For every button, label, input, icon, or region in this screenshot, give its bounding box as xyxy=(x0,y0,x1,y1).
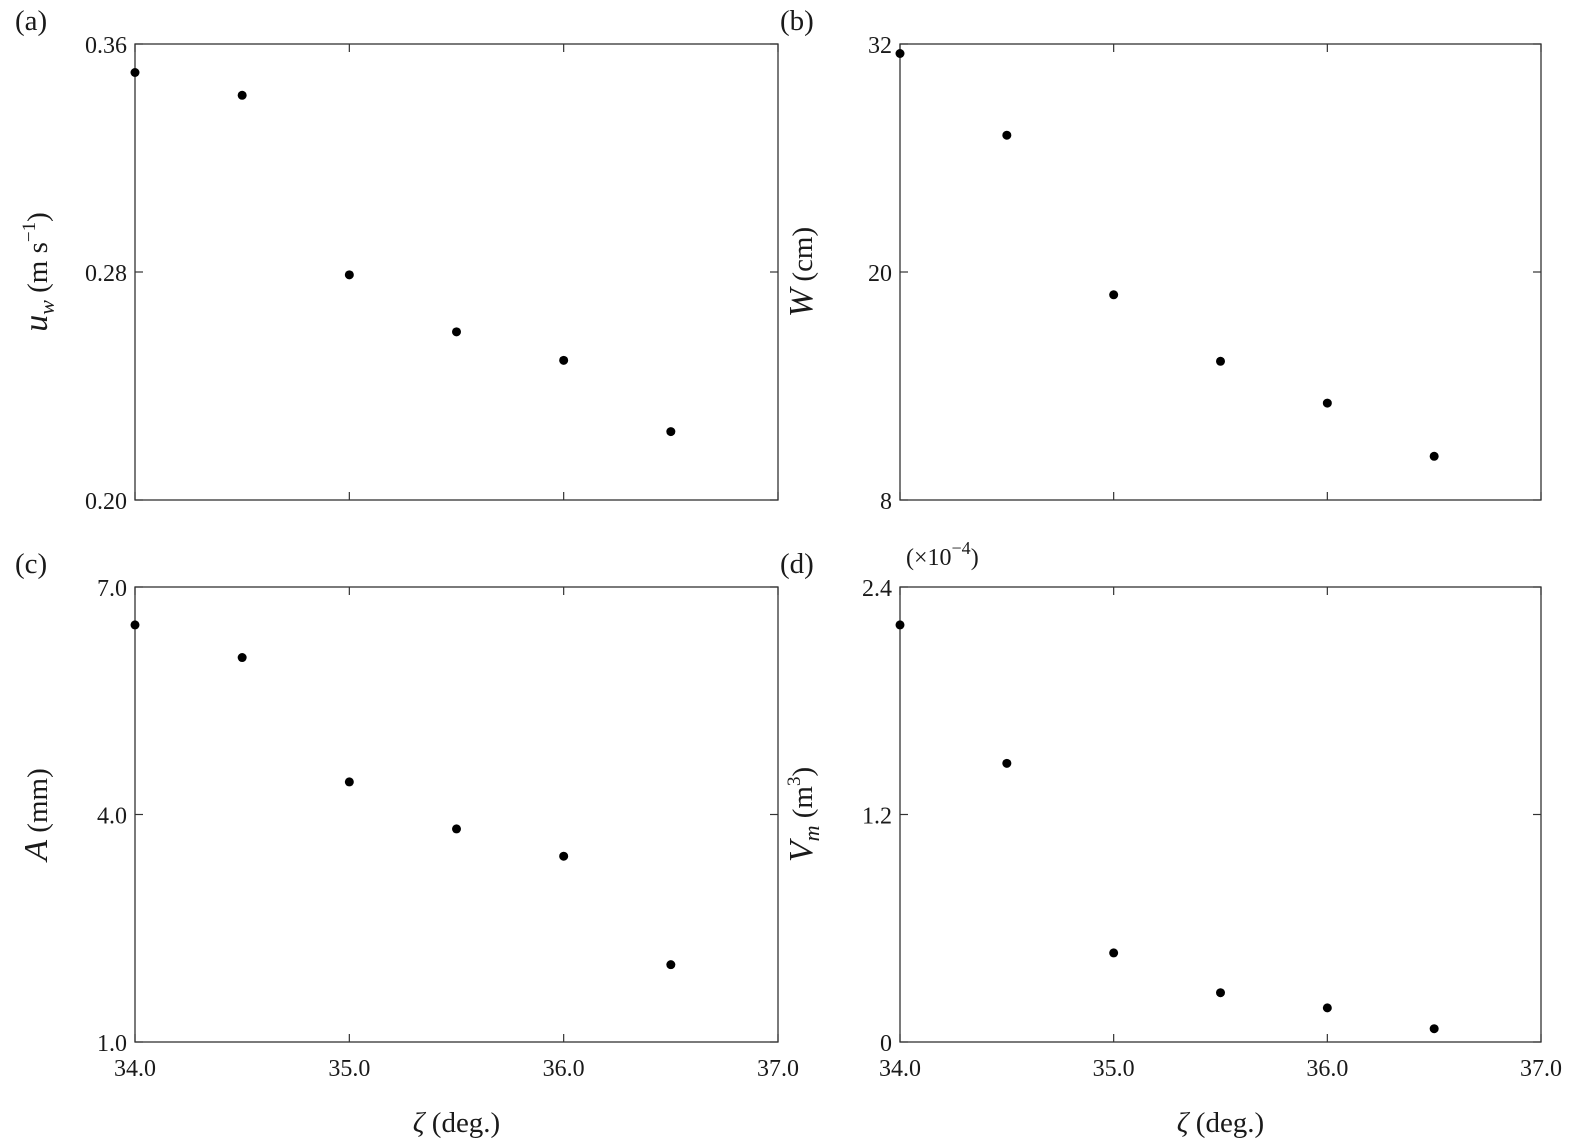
y-tick-label: 20 xyxy=(868,261,892,287)
data-point xyxy=(666,960,676,970)
panel-label: (d) xyxy=(780,548,814,580)
panel-3: 34.0 35.0 36.0 37.0 1.0 4.0 7.0 (c) A (mm) ζ (deg… xyxy=(15,548,799,1139)
data-point xyxy=(559,355,569,365)
x-tick-label: 37.0 xyxy=(757,1056,799,1082)
data-point xyxy=(130,68,140,77)
data-point xyxy=(1429,451,1439,461)
panel-label: (b) xyxy=(780,5,814,37)
y-tick-label: 0.36 xyxy=(85,33,127,59)
x-tick-label: 36.0 xyxy=(543,1056,585,1082)
x-tick-label: 34.0 xyxy=(114,1056,156,1082)
data-point xyxy=(1216,988,1225,998)
data-point xyxy=(1322,398,1332,408)
data-point xyxy=(895,620,905,630)
plot-frame xyxy=(134,43,779,501)
data-point xyxy=(1002,758,1012,768)
y-axis-label: uw (m s−1) xyxy=(18,212,59,332)
plot-frame xyxy=(899,586,1542,1043)
data-point xyxy=(130,620,140,630)
y-tick-label: 0.20 xyxy=(85,489,127,515)
panel-label: (a) xyxy=(15,5,47,37)
x-tick-label: 34.0 xyxy=(879,1056,921,1082)
data-point xyxy=(559,851,569,861)
data-point xyxy=(1002,130,1012,140)
data-point xyxy=(1322,1003,1332,1013)
data-point xyxy=(895,49,905,58)
y-tick-label: 0.28 xyxy=(85,261,127,287)
data-point xyxy=(237,90,247,100)
panel-1: 0.20 0.28 0.36 (a) uw (m s−1) xyxy=(15,5,779,515)
x-tick-label: 35.0 xyxy=(328,1056,370,1082)
x-axis-label: ζ (deg.) xyxy=(1177,1107,1264,1139)
data-point xyxy=(344,270,354,280)
x-tick-label: 37.0 xyxy=(1520,1056,1562,1082)
plot-frame xyxy=(899,43,1542,501)
panel-4: 34.0 35.0 36.0 37.0 0 1.2 2.4 (d) Vm (m3) (×10−4)… xyxy=(780,538,1562,1139)
data-point xyxy=(666,427,676,437)
plot-frame xyxy=(134,586,779,1043)
panel-label: (c) xyxy=(15,548,47,580)
y-tick-label: 7.0 xyxy=(97,576,127,602)
data-point xyxy=(452,327,461,337)
x-axis-label: ζ (deg.) xyxy=(413,1107,500,1139)
y-tick-label: 4.0 xyxy=(97,804,127,830)
x-tick-label: 35.0 xyxy=(1093,1056,1135,1082)
data-point xyxy=(1109,290,1119,300)
y-tick-label: 0 xyxy=(880,1031,892,1057)
y-tick-label: 1.0 xyxy=(97,1031,127,1057)
y-tick-label: 2.4 xyxy=(862,576,892,602)
data-point xyxy=(1109,948,1119,958)
y-axis-label: Vm (m3) xyxy=(783,767,824,862)
x-tick-label: 36.0 xyxy=(1306,1056,1348,1082)
data-point xyxy=(1429,1024,1439,1034)
panel-2: 8 20 32 (b) W (cm) xyxy=(780,5,1542,515)
y-tick-label: 1.2 xyxy=(862,804,892,830)
y-tick-label: 8 xyxy=(880,489,892,515)
data-point xyxy=(237,653,247,663)
data-point xyxy=(1216,356,1225,366)
y-axis-label: W (cm) xyxy=(783,227,820,317)
y-axis-multiplier: (×10−4) xyxy=(906,538,979,571)
y-axis-label: A (mm) xyxy=(18,768,55,862)
data-point xyxy=(344,777,354,787)
data-point xyxy=(452,824,461,834)
y-tick-label: 32 xyxy=(868,33,892,59)
